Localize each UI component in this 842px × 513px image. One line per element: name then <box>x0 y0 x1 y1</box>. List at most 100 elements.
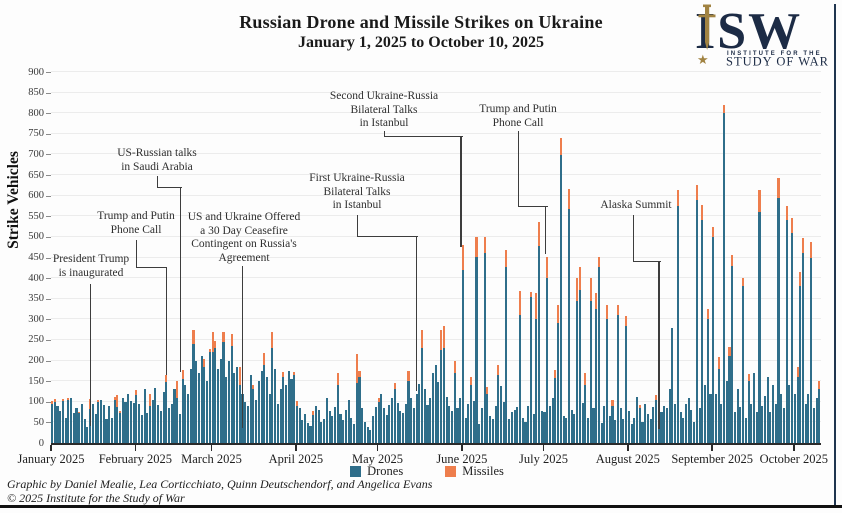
bar-drones <box>489 416 492 443</box>
bar-drones <box>227 360 230 443</box>
gridline <box>51 174 821 176</box>
bar-missiles <box>78 411 81 414</box>
y-tick-mark <box>46 72 51 73</box>
bar-drones <box>312 414 315 443</box>
bar-drones <box>116 406 119 443</box>
x-tick-label: March 2025 <box>181 452 242 466</box>
bar-drones <box>200 356 203 443</box>
bar-drones <box>720 403 723 443</box>
bar-drones <box>282 377 285 443</box>
y-tick-label: 900 <box>28 66 44 78</box>
gridline <box>51 215 821 217</box>
page-title: Russian Drone and Missile Strikes on Ukr… <box>239 12 603 32</box>
bottom-border-rule <box>0 505 842 508</box>
bar-drones <box>815 397 818 443</box>
bar-drones <box>415 394 418 443</box>
bar-drones <box>162 391 165 443</box>
bar-missiles <box>611 399 614 406</box>
bar-drones <box>513 410 516 443</box>
bar-missiles <box>578 267 581 291</box>
bar-drones <box>97 401 100 443</box>
bar-drones <box>260 370 263 443</box>
bar-drones <box>747 381 750 443</box>
bar-drones <box>350 418 353 443</box>
bar-drones <box>763 395 766 443</box>
bar-drones <box>317 410 320 443</box>
bar-missiles <box>535 293 538 320</box>
bar-missiles <box>119 410 122 414</box>
bar-drones <box>70 397 73 443</box>
missiles-swatch-icon <box>445 466 457 477</box>
y-tick-mark <box>46 216 51 218</box>
bar-drones <box>344 410 347 443</box>
bar-drones <box>138 403 141 443</box>
bar-drones <box>801 253 805 443</box>
x-tick-mark <box>295 444 297 451</box>
bar-drones <box>785 220 788 443</box>
y-tick-mark <box>46 92 51 94</box>
bar-drones <box>105 419 108 443</box>
bar-missiles <box>440 329 443 351</box>
bar-drones <box>195 360 198 443</box>
x-tick-mark <box>210 444 213 451</box>
bar-missiles <box>796 366 799 378</box>
bar-missiles <box>148 394 152 406</box>
legend-item-drones: Drones <box>350 464 403 479</box>
bar-drones <box>284 385 288 443</box>
gridline <box>51 277 821 279</box>
bar-drones <box>698 407 701 443</box>
gridline <box>51 194 821 196</box>
bar-drones <box>638 407 641 443</box>
sword-icon <box>698 4 716 50</box>
bar-drones <box>769 412 772 443</box>
bar-missiles <box>295 400 298 406</box>
annotation-line <box>165 266 167 375</box>
bar-drones <box>562 416 565 443</box>
bar-drones <box>687 397 690 443</box>
bar-missiles <box>336 372 339 386</box>
legend-label: Missiles <box>462 464 504 478</box>
annotation-line <box>89 284 91 426</box>
bar-drones <box>739 406 742 443</box>
bar-drones <box>382 408 386 443</box>
bar-drones <box>246 405 249 443</box>
bar-drones <box>423 388 426 443</box>
bar-drones <box>625 325 628 443</box>
bar-missiles <box>546 256 549 279</box>
bar-drones <box>176 397 179 443</box>
bar-drones <box>595 309 598 443</box>
y-tick-label: 150 <box>28 375 44 387</box>
bar-drones <box>56 405 59 443</box>
bar-drones <box>497 374 500 443</box>
bar-missiles <box>453 361 456 373</box>
bar-drones <box>336 385 339 443</box>
bar-drones <box>508 419 511 443</box>
bar-missiles <box>377 398 380 402</box>
bar-drones <box>124 401 127 443</box>
bar-drones <box>309 425 312 443</box>
bar-drones <box>401 413 405 443</box>
copyright-line: © 2025 Institute for the Study of War <box>7 491 185 505</box>
bar-drones <box>119 413 122 443</box>
bar-drones <box>791 232 794 443</box>
bar-drones <box>173 388 176 443</box>
bar-drones <box>633 418 636 443</box>
bar-drones <box>807 393 810 443</box>
bar-missiles <box>293 371 296 375</box>
legend: Drones Missiles <box>6 464 842 479</box>
bar-drones <box>129 400 132 443</box>
bar-missiles <box>222 331 225 343</box>
bar-drones <box>374 406 377 443</box>
bar-drones <box>494 405 497 443</box>
y-tick-label: 550 <box>28 210 44 222</box>
bar-drones <box>600 423 603 443</box>
bar-drones <box>236 366 239 443</box>
bar-drones <box>113 400 116 443</box>
gridline <box>51 153 821 155</box>
bar-drones <box>521 418 524 443</box>
bar-drones <box>475 256 478 443</box>
annotation-line <box>517 205 548 207</box>
y-tick-mark <box>46 298 51 300</box>
bar-drones <box>437 382 440 443</box>
